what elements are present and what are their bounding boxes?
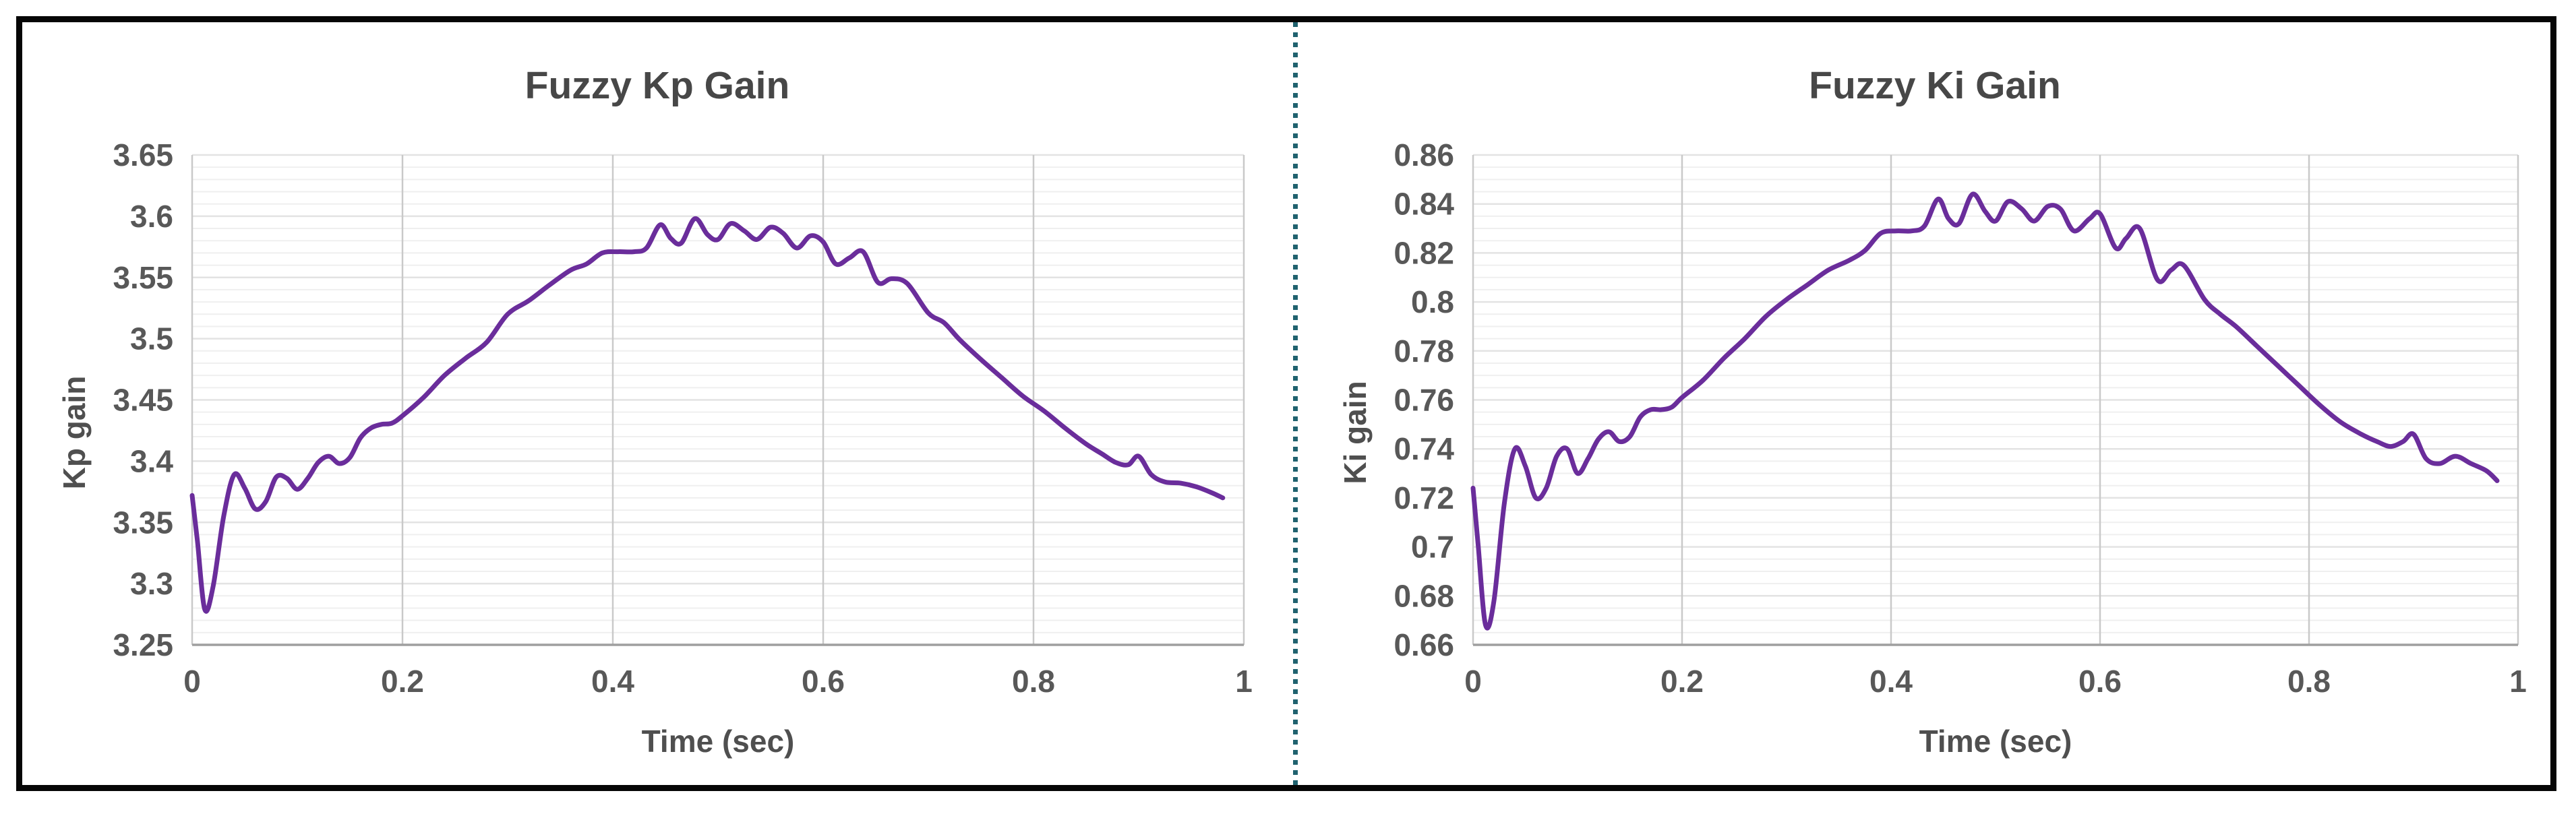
x-tick-label: 0.8	[1012, 664, 1055, 699]
plot-area-ki: 0.66 0.68 0.7 0.72 0.74 0.76 0.78 0.8 0.82 0.84 0.…	[1394, 137, 2527, 699]
x-tick-label: 0.6	[802, 664, 845, 699]
x-tick-label: 0.4	[1869, 664, 1913, 699]
y-tick-label: 0.8	[1411, 284, 1454, 319]
y-tick-label: 3.4	[130, 443, 173, 478]
y-tick-label: 0.84	[1394, 187, 1454, 222]
x-tick-label: 1	[1235, 664, 1253, 699]
y-tick-label: 0.74	[1394, 431, 1454, 466]
x-axis-title-ki: Time (sec)	[1919, 724, 2072, 759]
x-tick-label: 0	[1464, 664, 1482, 699]
y-tick-label: 3.6	[130, 199, 173, 234]
y-tick-label: 3.5	[130, 321, 173, 356]
y-tick-label: 0.86	[1394, 137, 1454, 172]
x-tick-label: 0.6	[2078, 664, 2122, 699]
y-tick-label: 3.45	[113, 383, 173, 418]
y-tick-label: 3.25	[113, 627, 173, 662]
panel-divider-dotted-line	[1293, 22, 1298, 785]
series-line	[189, 216, 1226, 614]
y-tick-label: 0.76	[1394, 383, 1454, 418]
y-tick-label: 3.35	[113, 505, 173, 540]
y-tick-label: 3.55	[113, 260, 173, 295]
y-tick-label: 3.3	[130, 566, 173, 601]
x-tick-label: 0	[183, 664, 201, 699]
x-tick-label: 0.2	[1660, 664, 1704, 699]
x-tick-label: 0.4	[591, 664, 634, 699]
chart-title-kp: Fuzzy Kp Gain	[525, 64, 790, 107]
x-tick-label: 0.8	[2287, 664, 2331, 699]
y-tick-label: 0.68	[1394, 578, 1454, 613]
y-tick-label: 0.72	[1394, 480, 1454, 515]
x-tick-label: 1	[2509, 664, 2527, 699]
plot-area-kp: 3.25 3.3 3.35 3.4 3.45 3.5 3.55 3.6 3.65 0 0.2 0.4 0…	[113, 137, 1253, 699]
y-tick-label: 0.82	[1394, 235, 1454, 270]
y-tick-label: 3.65	[113, 137, 173, 172]
x-tick-label: 0.2	[381, 664, 424, 699]
chart-title-ki: Fuzzy Ki Gain	[1809, 64, 2061, 107]
x-axis-title-kp: Time (sec)	[641, 724, 795, 759]
series-line	[1470, 191, 2500, 631]
y-tick-label: 0.66	[1394, 627, 1454, 662]
y-tick-label: 0.7	[1411, 530, 1454, 565]
y-tick-label: 0.78	[1394, 334, 1454, 369]
